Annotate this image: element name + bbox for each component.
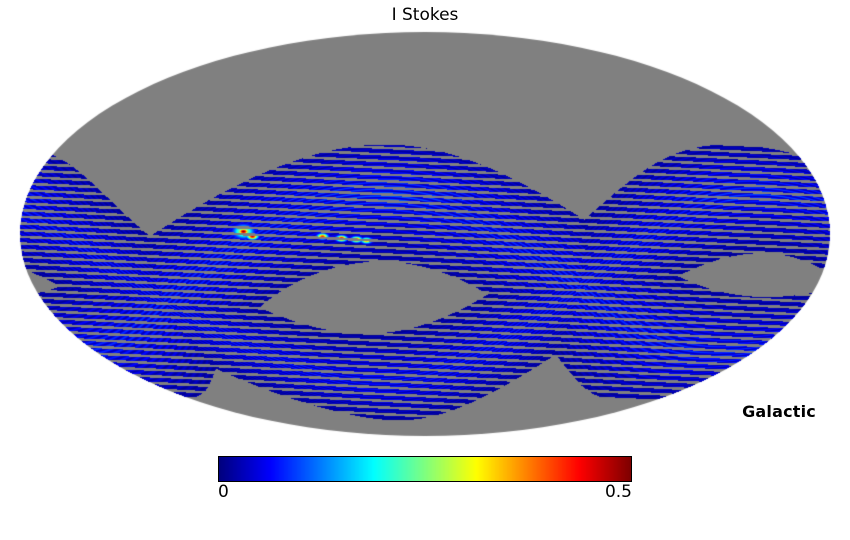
sky-map-canvas	[0, 26, 850, 444]
colorbar[interactable]	[218, 456, 632, 482]
colorbar-min-tick-label: 0	[218, 482, 229, 502]
colorbar-gradient	[218, 456, 632, 482]
coordinate-system-label: Galactic	[742, 402, 816, 421]
colorbar-max-tick-label: 0.5	[604, 482, 632, 502]
page-title: I Stokes	[391, 5, 459, 25]
